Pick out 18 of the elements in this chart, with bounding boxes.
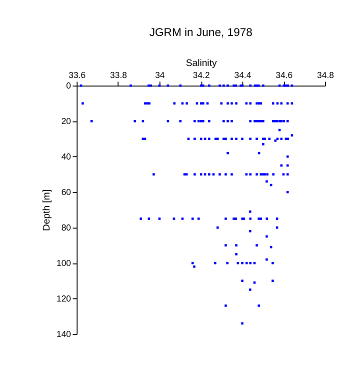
y-tick-label: 40 <box>61 152 72 162</box>
x-tick-label: 34.8 <box>317 70 334 80</box>
y-tick-label: 20 <box>61 116 72 126</box>
chart-title: JGRM in June, 1978 <box>149 26 252 39</box>
y-tick-label: 120 <box>56 294 72 304</box>
x-tick-label: 34.2 <box>192 70 210 80</box>
x-tick-label: 33.6 <box>68 70 86 80</box>
y-axis-title: Depth [m] <box>42 190 53 232</box>
y-tick-label: 0 <box>66 80 72 91</box>
y-tick-label: 80 <box>61 222 72 233</box>
x-axis-title: Salinity <box>186 58 217 70</box>
x-tick-label: 34.4 <box>234 70 252 80</box>
x-tick-label: 34 <box>155 70 165 80</box>
y-tick-label: 60 <box>61 187 72 198</box>
x-tick-label: 33.8 <box>110 70 128 80</box>
x-tick-label: 34.6 <box>276 70 293 80</box>
y-tick-label: 100 <box>56 258 72 268</box>
y-tick-label: 140 <box>56 329 72 340</box>
